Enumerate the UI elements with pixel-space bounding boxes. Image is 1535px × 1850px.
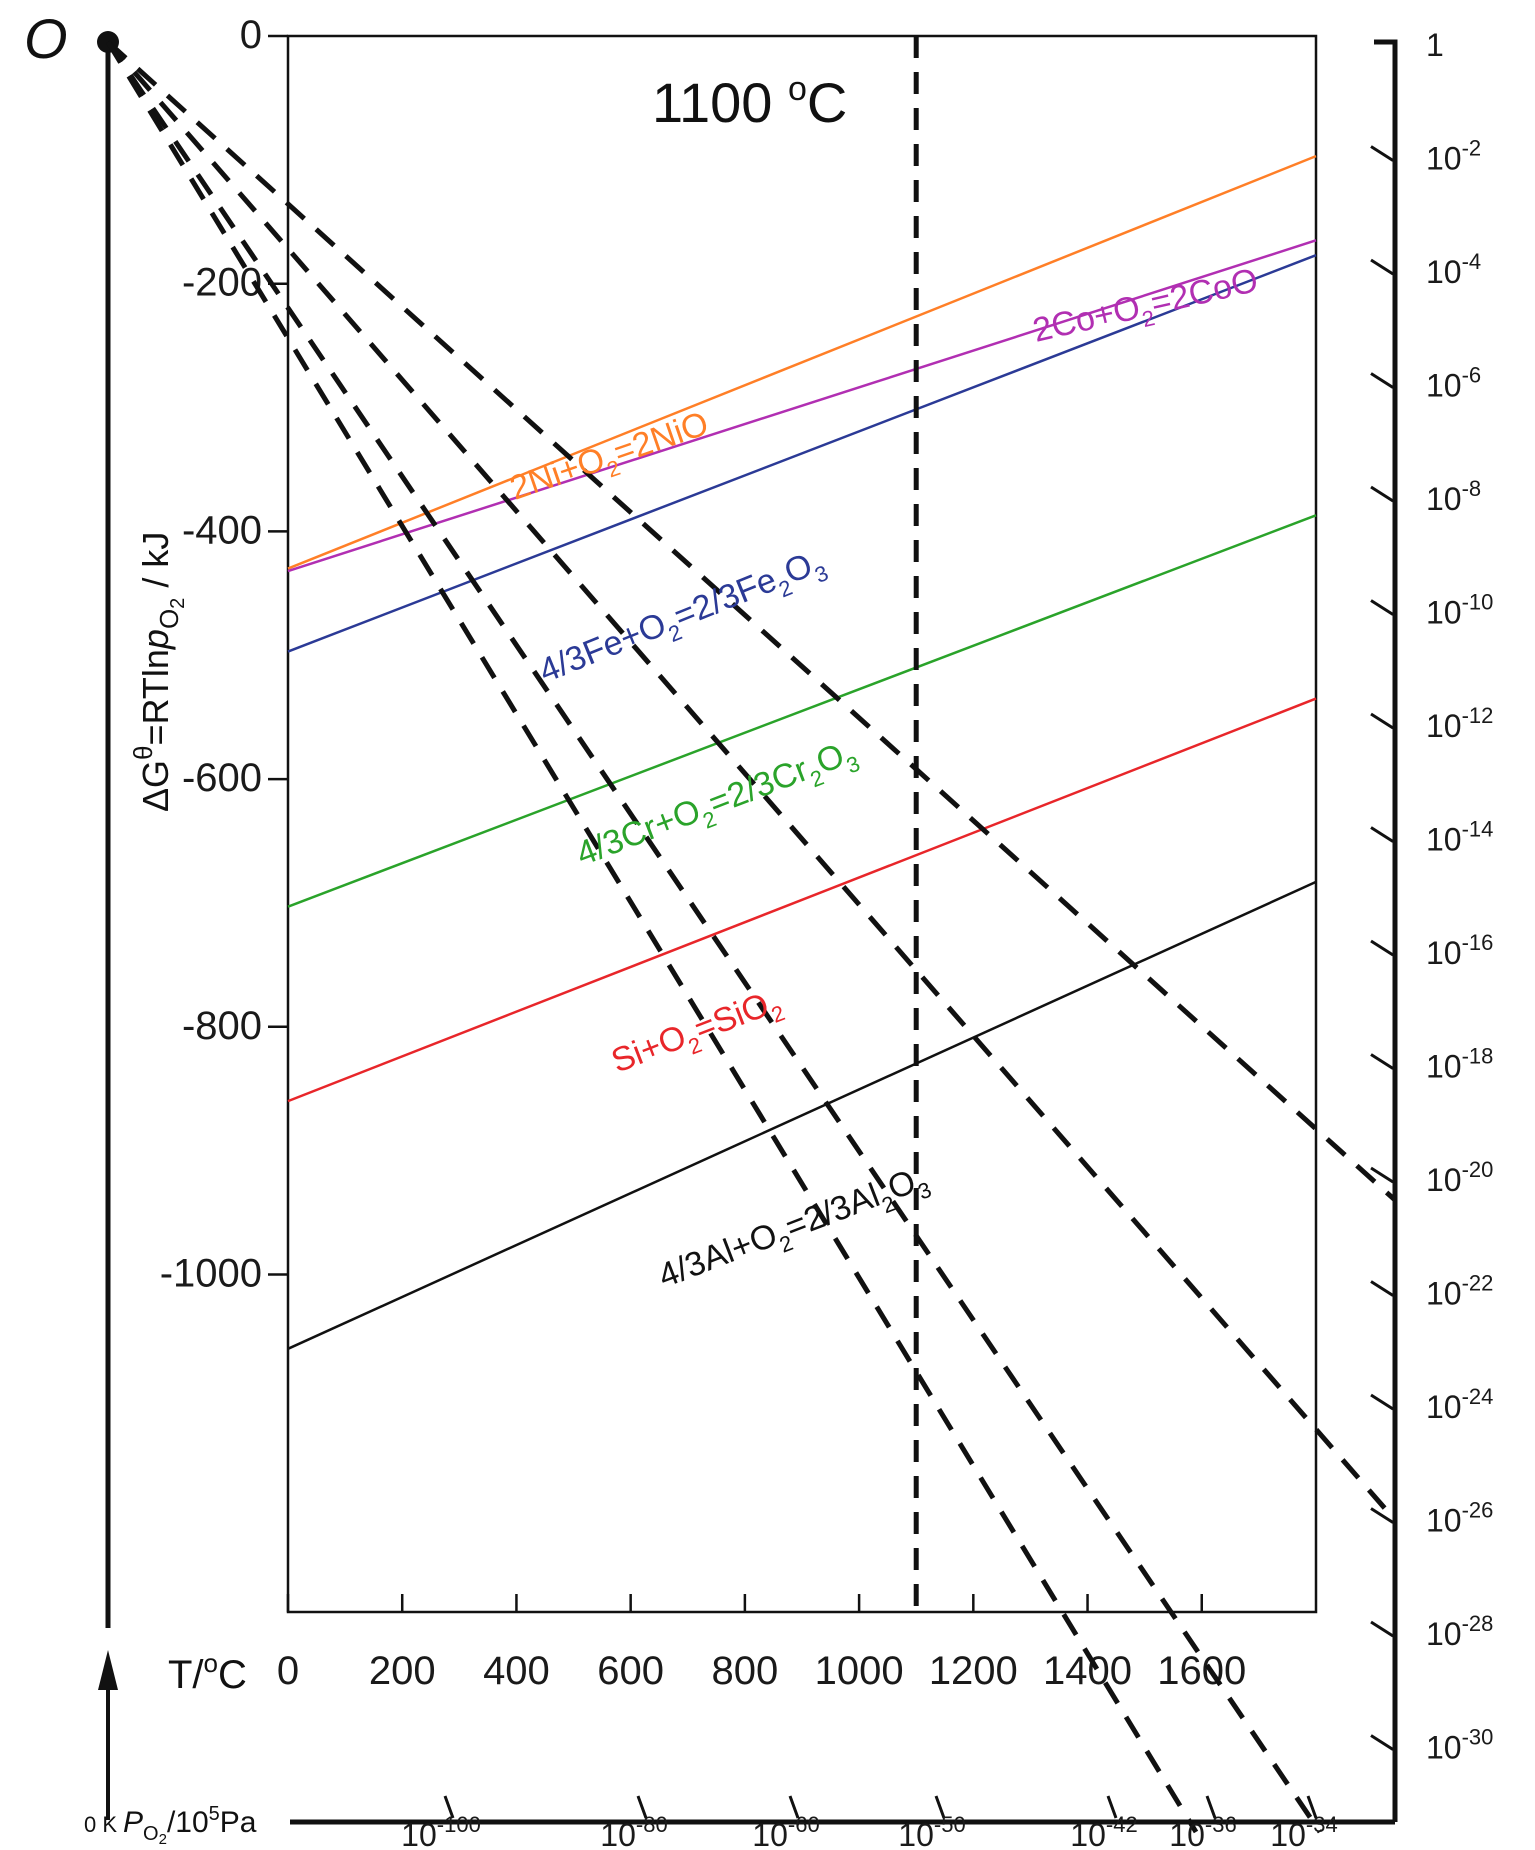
plot-frame bbox=[286, 34, 1318, 1614]
po2-right-tick-label: 10-12 bbox=[1426, 703, 1493, 744]
po2-bottom-tick-label: 10-80 bbox=[600, 1812, 667, 1850]
po2-right-tick-label: 10-22 bbox=[1426, 1271, 1493, 1312]
po2-bottom-tick bbox=[1205, 1795, 1217, 1819]
y-axis-label: ΔGθ=RTlnpO2 / kJ bbox=[128, 532, 189, 812]
axes-group: 0 -200 -400 -600 -800 -1000 0 200 400 600 800 1000 1… bbox=[97, 13, 1398, 1825]
origin-label: O bbox=[24, 7, 68, 70]
po2-bottom-tick-label: 10-60 bbox=[752, 1812, 819, 1850]
po2-bottom-tick bbox=[788, 1795, 800, 1819]
po2-bottom-tick-label: 10-50 bbox=[898, 1812, 965, 1850]
po2-right-tick bbox=[1370, 712, 1394, 730]
series-line bbox=[287, 514, 1317, 908]
po2-right-tick-label: 10-10 bbox=[1426, 590, 1493, 631]
po2-right-tick bbox=[1370, 1734, 1394, 1751]
pressure-arrow-head bbox=[98, 1650, 118, 1690]
po2-right-tick bbox=[1370, 372, 1394, 389]
po2-right-tick-label: 10-16 bbox=[1426, 930, 1493, 971]
po2-right-tick bbox=[1370, 1393, 1394, 1411]
chart-title: 1100 oC bbox=[652, 70, 847, 134]
y-tick-label: -600 bbox=[182, 756, 262, 800]
po2-right-axis-group: 1 10-2 10-4 10-6 10-8 10-10 10-12 10-14 10-16 10-… bbox=[1370, 27, 1493, 1766]
x-tick-label: 1000 bbox=[815, 1649, 904, 1693]
series-line bbox=[287, 880, 1317, 1350]
po2-bottom-tick-label: 10-36 bbox=[1169, 1812, 1236, 1850]
po2-ray bbox=[105, 40, 1323, 1834]
po2-right-tick bbox=[1370, 258, 1394, 276]
po2-right-tick bbox=[1370, 826, 1394, 843]
title-unit: C bbox=[807, 71, 847, 134]
po2-bottom-axis-label: 0 K PO2/105Pa bbox=[84, 1803, 257, 1848]
y-tick-label: 0 bbox=[240, 13, 262, 57]
po2-right-tick-label: 10-30 bbox=[1426, 1725, 1493, 1766]
po2-right-tick-label: 10-4 bbox=[1426, 249, 1481, 290]
po2-ray bbox=[105, 40, 1199, 1834]
po2-right-tick-label: 10-14 bbox=[1426, 817, 1493, 858]
po2-rays-group bbox=[105, 36, 1397, 1834]
po2-bottom-tick-label: 10-42 bbox=[1070, 1812, 1137, 1850]
y-tick-label: -400 bbox=[182, 508, 262, 552]
po2-bottom-axis-group: 10-100 10-80 10-60 10-50 10-42 10-36 10-34 bbox=[401, 1795, 1338, 1850]
po2-right-tick-label: 10-28 bbox=[1426, 1611, 1493, 1652]
title-unit-sup: o bbox=[788, 70, 807, 108]
po2-right-axis-line bbox=[1374, 39, 1398, 1822]
y-tick-label: -800 bbox=[182, 1004, 262, 1048]
po2-bottom-tick bbox=[636, 1795, 648, 1819]
po2-right-tick-label: 10-20 bbox=[1426, 1157, 1493, 1198]
y-tick-label: -1000 bbox=[160, 1252, 262, 1296]
x-axis-label: T/oC bbox=[168, 1648, 247, 1697]
x-tick-label: 400 bbox=[483, 1649, 550, 1693]
po2-right-tick-label: 1 bbox=[1426, 27, 1444, 63]
po2-right-tick-label: 10-26 bbox=[1426, 1498, 1493, 1539]
x-tick-label: 800 bbox=[712, 1649, 779, 1693]
x-tick-label: 1600 bbox=[1157, 1649, 1246, 1693]
po2-bottom-tick-label: 10-100 bbox=[401, 1812, 481, 1850]
x-tick-label: 600 bbox=[597, 1649, 664, 1693]
po2-ray bbox=[106, 40, 1397, 1522]
po2-right-tick-label: 10-2 bbox=[1426, 136, 1481, 177]
x-tick-label: 1200 bbox=[929, 1649, 1018, 1693]
y-tick-label: -200 bbox=[182, 261, 262, 305]
reaction-label-al: 4/3Al+O2=2/3Al2O3 bbox=[653, 1158, 935, 1302]
series-line bbox=[287, 697, 1317, 1103]
po2-right-tick bbox=[1370, 1280, 1394, 1297]
po2-right-tick bbox=[1370, 1507, 1394, 1524]
po2-right-tick bbox=[1370, 1053, 1394, 1070]
po2-right-tick bbox=[1370, 485, 1394, 503]
series-line bbox=[287, 239, 1317, 573]
po2-ray bbox=[106, 40, 1397, 1202]
series-line bbox=[287, 154, 1317, 570]
po2-right-tick-label: 10-6 bbox=[1426, 363, 1481, 404]
po2-right-tick bbox=[1370, 1620, 1394, 1638]
series-group bbox=[287, 154, 1317, 1350]
reaction-label-co: 2Co+O2=2CoO bbox=[1029, 261, 1263, 357]
po2-bottom-tick bbox=[1306, 1795, 1318, 1819]
po2-right-tick bbox=[1370, 145, 1394, 162]
reaction-label-fe: 4/3Fe+O2=2/3Fe2O3 bbox=[534, 542, 832, 697]
po2-bottom-tick bbox=[443, 1795, 455, 1819]
po2-right-tick bbox=[1370, 599, 1394, 616]
po2-right-tick bbox=[1370, 939, 1394, 957]
x-tick-label: 200 bbox=[369, 1649, 436, 1693]
po2-bottom-tick bbox=[934, 1795, 946, 1819]
x-tick-label: 0 bbox=[277, 1649, 299, 1693]
po2-bottom-tick-label: 10-34 bbox=[1270, 1812, 1337, 1850]
po2-right-tick-label: 10-18 bbox=[1426, 1044, 1493, 1085]
po2-bottom-tick bbox=[1106, 1795, 1118, 1819]
series-line bbox=[287, 254, 1317, 653]
po2-right-tick-label: 10-8 bbox=[1426, 476, 1481, 517]
po2-right-tick-label: 10-24 bbox=[1426, 1384, 1493, 1425]
reaction-label-si: Si+O2=SiO2 bbox=[606, 981, 788, 1087]
po2-right-tick bbox=[1370, 1166, 1394, 1184]
